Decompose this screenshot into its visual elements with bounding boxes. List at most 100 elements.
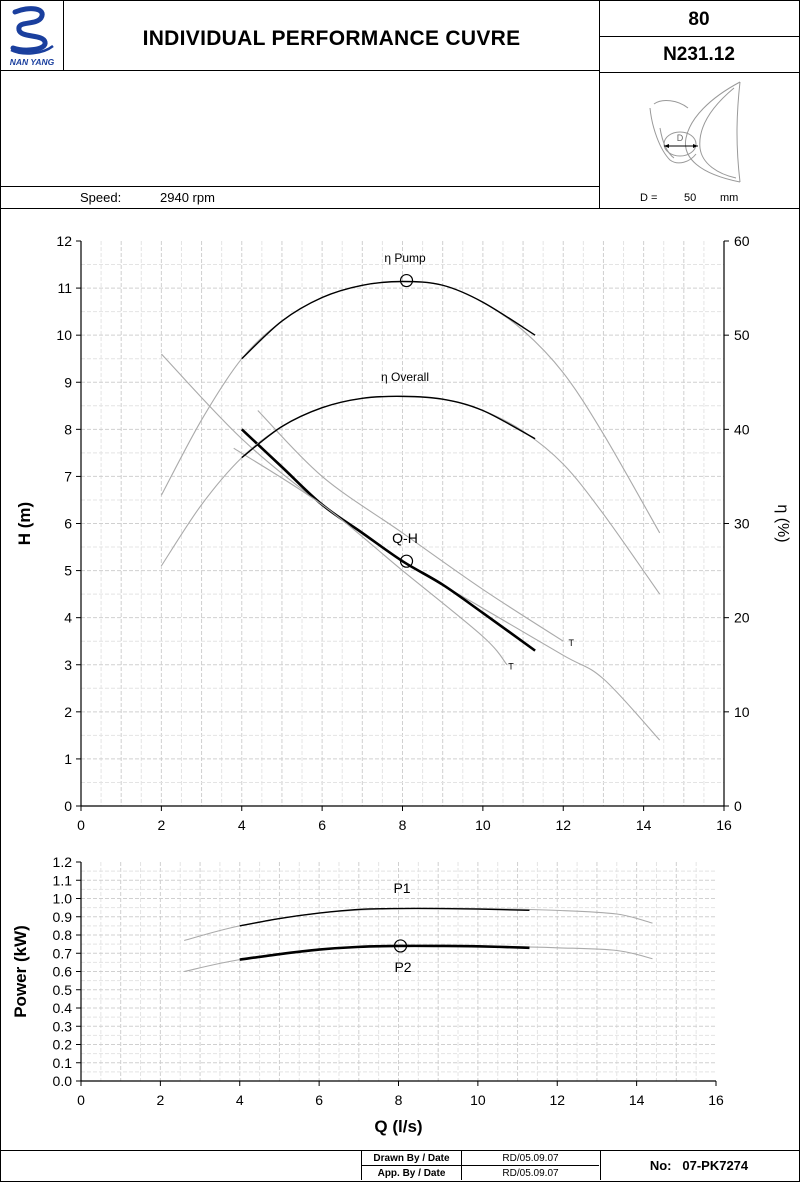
logo-divider bbox=[63, 0, 64, 70]
chart2-y-tick-label: 1.0 bbox=[53, 891, 73, 907]
chart1-series-tolerance-tolerance bbox=[257, 410, 564, 642]
chart1-y-tick-label: 3 bbox=[64, 657, 72, 673]
document-number-label: No: bbox=[649, 1157, 672, 1173]
approved-by-label: App. By / Date bbox=[377, 1167, 446, 1179]
chart1-series-overall-main bbox=[241, 395, 536, 459]
chart2-x-axis-label: Q (l/s) bbox=[374, 1117, 422, 1136]
chart2-x-tick-label: 16 bbox=[708, 1092, 724, 1108]
chart1-y-tick-label: 8 bbox=[64, 421, 72, 437]
speed-value: 2940 rpm bbox=[160, 190, 215, 205]
chart1-y2-tick-label: 50 bbox=[734, 327, 750, 343]
chart2-x-tick-label: 4 bbox=[236, 1092, 244, 1108]
chart1-y2-tick-label: 20 bbox=[734, 610, 750, 626]
logo-swirl-icon: NAN YANG bbox=[10, 6, 55, 67]
chart1-y-tick-label: 0 bbox=[64, 798, 72, 814]
chart2-y-axis-label: Power (kW) bbox=[11, 925, 30, 1018]
chart2-x-tick-label: 14 bbox=[629, 1092, 645, 1108]
chart1-series-pump-full bbox=[160, 280, 661, 534]
chart2-y-tick-label: 0.8 bbox=[53, 927, 73, 943]
chart1-x-tick-label: 4 bbox=[238, 817, 246, 833]
chart1-tolerance-annotation: T bbox=[508, 661, 514, 671]
chart1-x-tick-label: 0 bbox=[77, 817, 85, 833]
chart2-y-tick-label: 0.4 bbox=[53, 1000, 73, 1016]
document-number-value: 07-PK7274 bbox=[682, 1157, 749, 1173]
chart1-x-tick-label: 14 bbox=[636, 817, 652, 833]
chart1-y-tick-label: 9 bbox=[64, 374, 72, 390]
impeller-label: D bbox=[677, 133, 684, 143]
chart1-series-q-h-main bbox=[240, 428, 536, 652]
chart2-operating-point-marker bbox=[393, 939, 408, 953]
chart1-y2-tick-label: 0 bbox=[734, 798, 742, 814]
chart2-y-tick-label: 0.3 bbox=[53, 1018, 73, 1034]
chart1-x-tick-label: 8 bbox=[399, 817, 407, 833]
chart2-y-tick-label: 0.9 bbox=[53, 909, 73, 925]
chart1-y-axis-label: H (m) bbox=[15, 502, 34, 545]
chart1-y2-tick-label: 30 bbox=[734, 516, 750, 532]
chart1-y-tick-label: 4 bbox=[64, 610, 72, 626]
chart1-y-tick-label: 12 bbox=[56, 233, 72, 249]
impeller-icon: D bbox=[649, 81, 741, 183]
model-code: N231.12 bbox=[663, 44, 735, 65]
right-column-divider bbox=[599, 0, 600, 208]
chart1-tolerance-annotation: T bbox=[569, 638, 575, 648]
chart1-y2-axis-label: η (%) bbox=[774, 504, 791, 542]
chart1-series-label: η Pump bbox=[384, 251, 426, 265]
chart2-x-tick-label: 12 bbox=[549, 1092, 565, 1108]
chart2-y-tick-label: 0.0 bbox=[53, 1073, 73, 1089]
sheet-title: INDIVIDUAL PERFORMANCE CUVRE bbox=[142, 27, 521, 50]
chart2-y-tick-label: 0.7 bbox=[53, 945, 73, 961]
chart2-x-tick-label: 10 bbox=[470, 1092, 486, 1108]
company-logo: NAN YANG bbox=[3, 4, 61, 68]
chart1-x-tick-label: 10 bbox=[475, 817, 491, 833]
chart1-series-pump-main bbox=[241, 280, 536, 360]
speed-divider bbox=[0, 186, 600, 187]
chart2-y-tick-label: 0.2 bbox=[53, 1037, 73, 1053]
model-divider-1 bbox=[600, 36, 800, 37]
header-bottom bbox=[0, 208, 800, 209]
chart1-y-tick-label: 11 bbox=[57, 280, 72, 296]
chart2-series-p1-main bbox=[239, 907, 530, 927]
chart1-x-tick-label: 16 bbox=[716, 817, 732, 833]
chart2-y-tick-label: 1.1 bbox=[53, 872, 73, 888]
approved-by-value: RD/05.09.07 bbox=[502, 1167, 559, 1179]
model-number: 80 bbox=[688, 9, 710, 30]
chart2-series-p2-main bbox=[239, 944, 530, 961]
chart1-y-tick-label: 5 bbox=[64, 563, 72, 579]
logo-text: NAN YANG bbox=[10, 57, 55, 67]
footer-top bbox=[0, 1150, 800, 1151]
chart2-x-tick-label: 6 bbox=[315, 1092, 323, 1108]
chart1-y-tick-label: 7 bbox=[64, 468, 72, 484]
speed-label: Speed: bbox=[80, 190, 122, 205]
chart1-series-q-h-full bbox=[160, 353, 661, 741]
chart1-series-label: η Overall bbox=[381, 370, 429, 384]
chart1-y-tick-label: 6 bbox=[64, 516, 72, 532]
diameter-value: 50 bbox=[684, 192, 697, 204]
chart1-series-tolerance-tolerance bbox=[233, 447, 508, 666]
chart2-y-tick-label: 0.5 bbox=[53, 982, 73, 998]
chart2-y-tick-label: 1.2 bbox=[53, 854, 73, 870]
signature-col-divider bbox=[461, 1150, 462, 1180]
impeller-sketch: D bbox=[640, 78, 750, 188]
document-number: No: 07-PK7274 bbox=[600, 1150, 798, 1180]
chart2-x-tick-label: 2 bbox=[156, 1092, 164, 1108]
chart2-x-tick-label: 0 bbox=[77, 1092, 85, 1108]
chart2-y-tick-label: 0.1 bbox=[53, 1055, 73, 1071]
chart2-y-tick-label: 0.6 bbox=[53, 964, 73, 980]
chart1-series-overall-full bbox=[160, 395, 661, 595]
chart2-x-tick-label: 8 bbox=[395, 1092, 403, 1108]
chart1-y-tick-label: 2 bbox=[64, 704, 72, 720]
chart1-y-tick-label: 1 bbox=[64, 751, 72, 767]
chart1-operating-point-marker bbox=[399, 273, 414, 288]
chart1-y2-tick-label: 10 bbox=[734, 704, 750, 720]
performance-charts: 0 2 4 6 8 10 12 14 16012345678910111201020304050… bbox=[11, 233, 791, 1136]
diameter-label: D = bbox=[640, 192, 658, 204]
signature-divider bbox=[361, 1165, 599, 1166]
chart1-y2-tick-label: 40 bbox=[734, 421, 750, 437]
chart2-series-label: P2 bbox=[394, 959, 411, 975]
drawn-by-label: Drawn By / Date bbox=[373, 1152, 450, 1164]
diameter-unit: mm bbox=[720, 192, 739, 204]
drawn-by-value: RD/05.09.07 bbox=[502, 1152, 559, 1164]
chart1-y-tick-label: 10 bbox=[56, 327, 72, 343]
chart1-x-tick-label: 2 bbox=[157, 817, 165, 833]
header-divider bbox=[0, 70, 600, 71]
